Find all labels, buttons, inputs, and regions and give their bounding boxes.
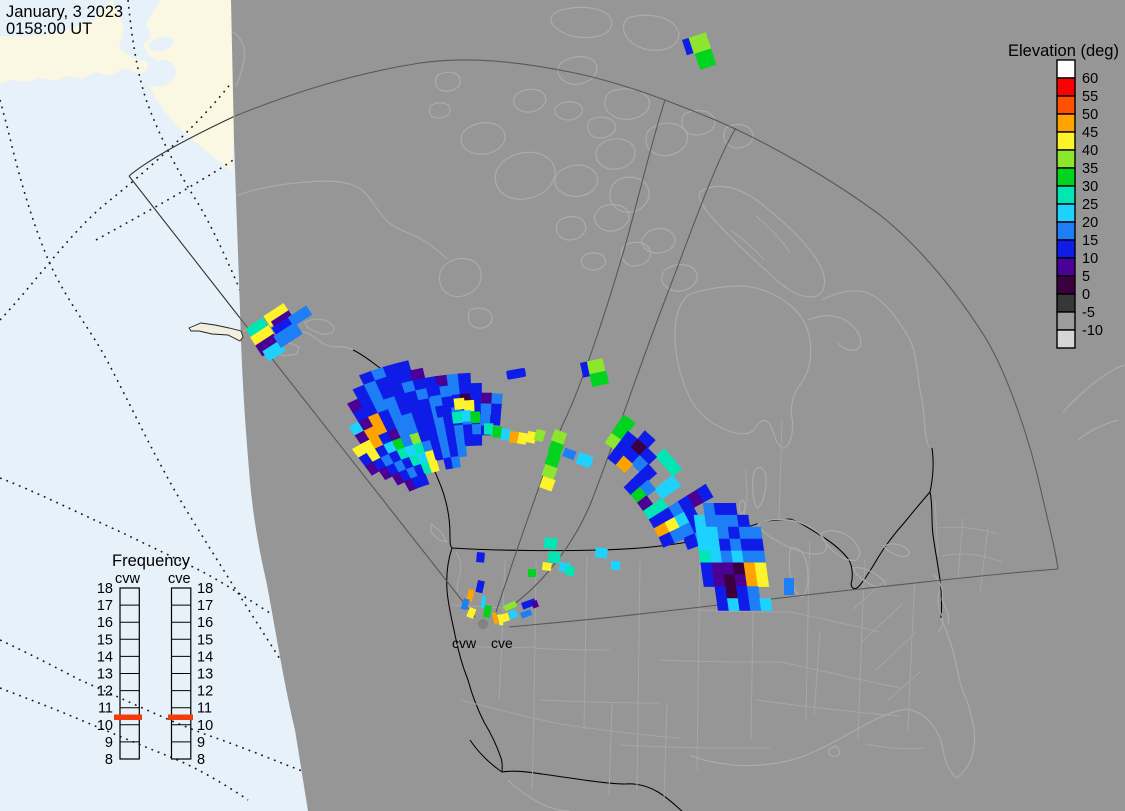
svg-text:12: 12 xyxy=(97,684,113,700)
svg-text:January, 3 2023: January, 3 2023 xyxy=(6,3,123,21)
svg-text:11: 11 xyxy=(197,701,212,717)
svg-text:15: 15 xyxy=(97,632,113,648)
svg-text:10: 10 xyxy=(197,718,213,734)
svg-text:18: 18 xyxy=(97,581,113,597)
svg-text:55: 55 xyxy=(1082,89,1098,105)
svg-text:14: 14 xyxy=(197,649,213,665)
svg-text:9: 9 xyxy=(197,735,205,751)
svg-text:Frequency: Frequency xyxy=(112,552,191,570)
svg-text:cve: cve xyxy=(491,635,513,651)
svg-text:-10: -10 xyxy=(1082,323,1103,339)
svg-text:16: 16 xyxy=(197,615,213,631)
svg-text:13: 13 xyxy=(97,667,113,683)
svg-text:cvw: cvw xyxy=(115,571,141,587)
svg-text:25: 25 xyxy=(1082,197,1098,213)
svg-text:cve: cve xyxy=(168,571,191,587)
svg-text:5: 5 xyxy=(1082,269,1090,285)
svg-text:60: 60 xyxy=(1082,71,1098,87)
svg-text:17: 17 xyxy=(97,598,113,614)
svg-text:50: 50 xyxy=(1082,107,1098,123)
svg-text:0158:00 UT: 0158:00 UT xyxy=(6,20,92,38)
svg-text:18: 18 xyxy=(197,581,213,597)
svg-text:15: 15 xyxy=(1082,233,1098,249)
svg-text:45: 45 xyxy=(1082,125,1098,141)
svg-text:15: 15 xyxy=(197,632,213,648)
svg-text:8: 8 xyxy=(105,752,113,768)
svg-text:-5: -5 xyxy=(1082,305,1095,321)
svg-text:13: 13 xyxy=(197,667,213,683)
svg-text:cvw: cvw xyxy=(452,635,477,651)
svg-text:16: 16 xyxy=(97,615,113,631)
svg-text:40: 40 xyxy=(1082,143,1098,159)
svg-text:Elevation (deg): Elevation (deg) xyxy=(1008,42,1119,60)
svg-text:0: 0 xyxy=(1082,287,1090,303)
svg-text:8: 8 xyxy=(197,752,205,768)
svg-text:9: 9 xyxy=(105,735,113,751)
svg-text:12: 12 xyxy=(197,684,213,700)
svg-text:35: 35 xyxy=(1082,161,1098,177)
svg-text:30: 30 xyxy=(1082,179,1098,195)
svg-text:11: 11 xyxy=(98,701,113,717)
svg-text:14: 14 xyxy=(97,649,113,665)
svg-text:17: 17 xyxy=(197,598,213,614)
svg-text:10: 10 xyxy=(1082,251,1098,267)
svg-text:10: 10 xyxy=(97,718,113,734)
svg-text:20: 20 xyxy=(1082,215,1098,231)
